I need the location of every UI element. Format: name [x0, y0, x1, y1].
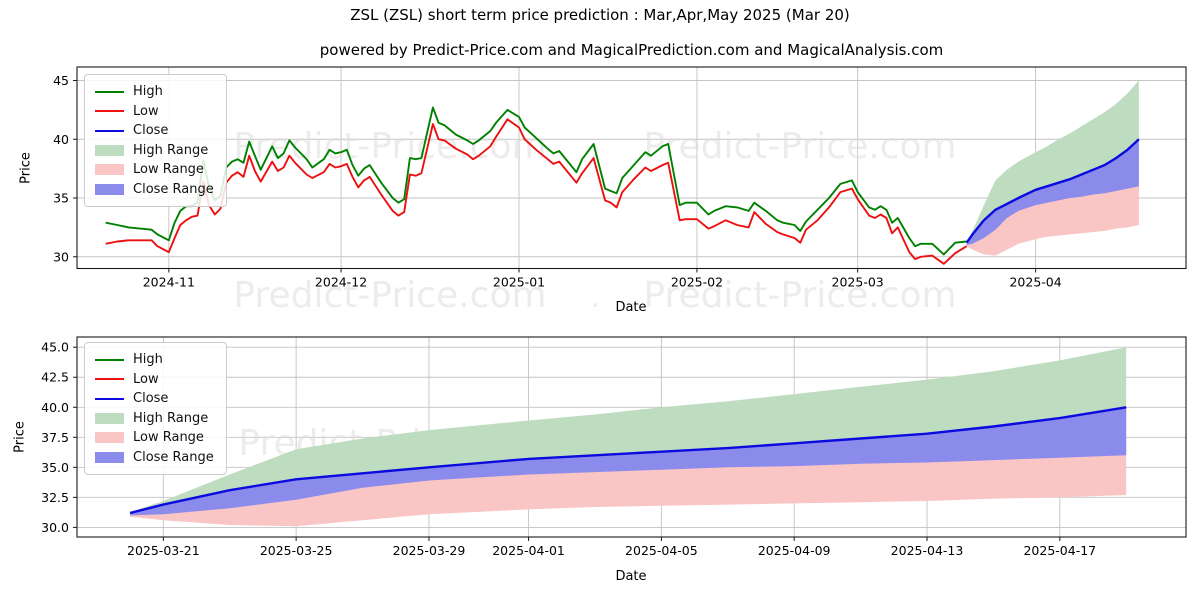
watermark-text: Predict-Price.com — [643, 275, 956, 316]
top-chart-xlabel: Date — [615, 300, 647, 315]
x-tick-label: 2025-04-09 — [758, 543, 831, 558]
legend-item: Close — [95, 121, 214, 141]
legend-line-swatch — [95, 110, 124, 113]
legend-item-label: Low — [133, 371, 159, 387]
close-range-band — [130, 407, 1127, 516]
x-tick-label: 2025-04-17 — [1023, 543, 1096, 558]
y-tick-label: 40 — [53, 132, 69, 147]
legend-line-swatch — [95, 90, 124, 93]
watermark-text: Predict-Price.com — [233, 275, 546, 316]
y-tick-label: 37.5 — [41, 430, 69, 445]
close-prediction-line — [965, 138, 1140, 244]
y-tick-label: 45.0 — [41, 340, 69, 355]
legend-item-label: Low Range — [133, 430, 204, 445]
x-tick-label: 2025-04-13 — [891, 543, 964, 558]
x-tick-label: 2024-12 — [315, 275, 367, 290]
top-chart-ylabel: Price — [18, 152, 34, 184]
chart-bottom: Predict-Price.comPredict-Price.com.30.03… — [41, 336, 1187, 558]
legend-item-label: High — [133, 352, 163, 367]
y-tick-label: 35.0 — [41, 460, 69, 475]
page-title: ZSL (ZSL) short term price prediction : … — [350, 6, 850, 24]
x-tick-label: 2025-03-29 — [393, 543, 466, 558]
legend-line-swatch — [95, 358, 124, 361]
legend-item: High — [95, 82, 214, 102]
legend-item: Close Range — [95, 180, 214, 200]
y-tick-label: 35 — [53, 191, 69, 206]
legend-line-swatch — [95, 397, 124, 400]
bottom-chart-xlabel: Date — [615, 569, 647, 584]
legend-item-label: Low — [133, 103, 159, 119]
x-tick-label: 2025-01 — [493, 275, 545, 290]
chart-top: Predict-Price.com Predict-Price.com. Predi… — [53, 66, 1187, 316]
legend-patch-swatch — [95, 164, 124, 176]
x-tick-label: 2025-04-01 — [492, 543, 565, 558]
legend-line-swatch — [95, 378, 124, 381]
axes-frame — [76, 66, 1187, 270]
y-tick-label: 32.5 — [41, 490, 69, 505]
legend-patch-swatch — [95, 144, 124, 156]
legend-item-label: Close — [133, 123, 169, 138]
legend-patch-swatch — [95, 183, 124, 195]
legend-patch-swatch — [95, 451, 124, 463]
y-tick-label: 40.0 — [41, 400, 69, 415]
page-subtitle: powered by Predict-Price.com and Magical… — [319, 41, 944, 59]
legend-item: Low Range — [95, 160, 214, 180]
x-tick-label: 2025-03-21 — [127, 543, 200, 558]
high-line — [105, 106, 967, 256]
close-range-band — [966, 139, 1139, 245]
watermark-text: . — [590, 280, 600, 315]
legend-item-label: Close — [133, 391, 169, 406]
legend-item: Close Range — [95, 448, 214, 468]
legend-item-label: Close Range — [133, 181, 214, 197]
top-chart-legend: High Low Close High Range Low Range Close Ran… — [84, 74, 227, 207]
legend-item-label: High Range — [133, 410, 209, 426]
legend-patch-swatch — [95, 412, 124, 424]
legend-item: Low — [95, 102, 214, 122]
y-tick-label: 45 — [53, 73, 69, 88]
watermark-text: Predict-Price.com — [233, 126, 546, 167]
legend-item: Low — [95, 370, 214, 390]
watermark-text: Predict-Price.com — [643, 126, 956, 167]
bottom-chart-ylabel: Price — [12, 421, 28, 453]
low-line — [105, 118, 968, 265]
y-tick-label: 42.5 — [41, 370, 69, 385]
bottom-chart-legend: High Low Close High Range Low Range Close Ran… — [84, 342, 227, 475]
x-tick-label: 2025-04-05 — [625, 543, 698, 558]
legend-item-label: High — [133, 84, 163, 99]
x-tick-label: 2025-04 — [1009, 275, 1061, 290]
legend-line-swatch — [95, 129, 124, 132]
y-tick-label: 30 — [53, 249, 69, 264]
x-tick-label: 2025-03-25 — [260, 543, 333, 558]
legend-item-label: High Range — [133, 142, 209, 158]
x-tick-label: 2024-11 — [143, 275, 195, 290]
legend-item: High Range — [95, 409, 214, 429]
close-prediction-line — [129, 406, 1127, 515]
legend-item: High Range — [95, 141, 214, 161]
legend-item: Close — [95, 389, 214, 409]
legend-patch-swatch — [95, 432, 124, 444]
legend-item: Low Range — [95, 428, 214, 448]
legend-item-label: Close Range — [133, 449, 214, 465]
legend-item: High — [95, 350, 214, 370]
x-tick-label: 2025-03 — [832, 275, 884, 290]
x-tick-label: 2025-02 — [671, 275, 723, 290]
y-tick-label: 30.0 — [41, 520, 69, 535]
legend-item-label: Low Range — [133, 162, 204, 177]
